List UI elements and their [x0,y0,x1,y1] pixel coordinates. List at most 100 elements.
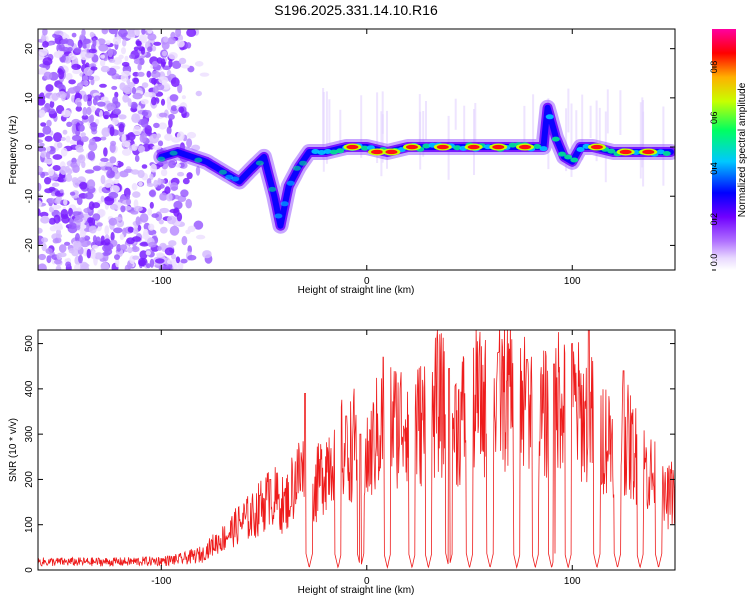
spectrogram-noise-blob [168,240,177,247]
spectrogram-noise-blob [132,71,140,77]
spectrogram-noise-blob [47,197,56,204]
spectrogram-noise-blob [170,182,179,192]
spectrogram-noise-blob [113,171,121,180]
spectrogram-noise-blob [105,40,111,45]
spectrogram-noise-blob [102,52,109,62]
spectrogram-noise-blob [113,227,123,234]
spectrogram-noise-blob [44,188,53,194]
spectrogram-noise-blob [70,162,78,168]
spectrogram-noise-blob [144,124,152,135]
figure-title: S196.2025.331.14.10.R16 [274,2,438,18]
snr-ytick-label: 400 [24,380,35,397]
spectrogram-noise-blob [118,123,125,133]
spectrogram-noise-blob [45,151,51,159]
spectrogram-noise-blob [38,263,47,270]
spectrogram-noise-blob [60,137,66,141]
spectrogram-noise-blob [111,85,118,90]
spectrogram-noise-blob [132,125,142,136]
spectrogram-streak [325,91,328,164]
spectrogram-noise-blob [141,132,147,143]
spectrogram-noise-blob [168,52,178,60]
spectrogram-noise-blob [156,252,165,258]
spectrogram-noise-blob [157,140,164,147]
spectrogram-streak [639,102,642,179]
snr-ytick-label: 300 [24,425,35,442]
spectrogram-noise-blob [52,238,59,244]
colorbar-tick-label: 0.4 [709,162,719,175]
spectrogram-noise-blob [139,33,148,44]
spectrogram-noise-blob [62,129,68,135]
spectrogram-noise-blob [133,199,139,209]
spectrogram-noise-blob [133,205,143,212]
spectrogram-noise-blob [80,135,89,143]
spectrogram-noise-blob [46,255,52,264]
spectrogram-noise-blob [151,96,157,106]
spectrogram-noise-blob [157,246,162,251]
spectrogram-noise-blob [80,80,89,85]
spectrogram-noise-blob [38,200,42,208]
spectrogram-streak [598,107,601,155]
spectrogram-noise-blob [86,106,92,116]
spectrogram-band-blob [286,180,295,186]
spectrogram-noise-blob [195,234,206,240]
spectrogram-streak [376,92,379,163]
spectrogram-noise-blob [120,205,126,213]
spectrogram-noise-blob [195,165,201,176]
spectrogram-streak [474,103,477,143]
spectrogram-noise-blob [121,61,130,67]
spectrogram-band-blob [551,136,560,142]
spectrogram-noise-blob [83,94,88,102]
spectrogram-noise-blob [172,60,182,69]
spectrogram-noise-blob [81,114,89,120]
spectrogram-noise-blob [42,125,52,135]
spectrogram-noise-blob [114,254,120,260]
spectrogram-noise-blob [55,225,64,231]
spectrogram-noise-blob [160,169,168,177]
spectrogram-noise-blob [100,54,105,59]
spectrogram-noise-blob [42,57,53,66]
spectrogram-noise-blob [73,240,82,251]
spectrogram-noise-blob [72,85,82,92]
spectrogram-noise-blob [87,150,95,161]
spectrogram-noise-blob [133,77,140,85]
spectrogram-streak [606,89,609,134]
spectrogram-noise-blob [92,37,97,48]
spectrogram-band-blob [360,145,369,151]
spectrogram-noise-blob [84,169,95,174]
spectrogram-noise-blob [145,250,151,256]
spectrogram-noise-blob [138,58,145,66]
spectrogram-noise-blob [68,248,75,254]
spectrogram-noise-blob [96,222,103,227]
spectrogram-noise-blob [104,225,110,236]
spectrogram-noise-blob [43,71,53,80]
spectrogram-noise-blob [63,199,68,206]
spectrogram-noise-blob [148,241,157,248]
spectrogram-streak [595,100,598,162]
snr-xtick-label: 0 [364,576,370,587]
spectrogram-noise-blob [74,264,81,270]
spectrogram-band-blob [336,148,345,154]
spectrogram-noise-blob [60,147,68,157]
spectrogram-noise-blob [77,154,86,164]
spectrogram-noise-blob [81,29,86,37]
spectrogram-noise-blob [178,57,187,65]
spectrogram-band-blob [311,149,320,154]
spectrogram-noise-blob [57,142,63,149]
spectrogram-noise-blob [124,264,130,270]
spectrogram-noise-blob [146,70,152,78]
spectrogram-noise-blob [67,47,73,52]
spectrogram-noise-blob [40,150,47,158]
snr-ytick-label: 500 [24,335,35,352]
spectrogram-noise-blob [78,124,85,132]
spectrogram-noise-blob [68,207,73,217]
spectrogram-streak [422,111,425,157]
snr-marks [38,330,675,570]
spectrogram-noise-blob [129,54,136,59]
spectrogram-noise-blob [156,83,165,91]
colorbar: 0.0 0.2 0.4 0.6 0.8 Normalized spectral ampl… [709,29,748,271]
spectrogram-noise-blob [124,55,129,62]
spectrogram-noise-blob [38,51,45,61]
spectrogram-noise-blob [153,41,162,46]
spectrogram-hotspot [518,144,531,150]
